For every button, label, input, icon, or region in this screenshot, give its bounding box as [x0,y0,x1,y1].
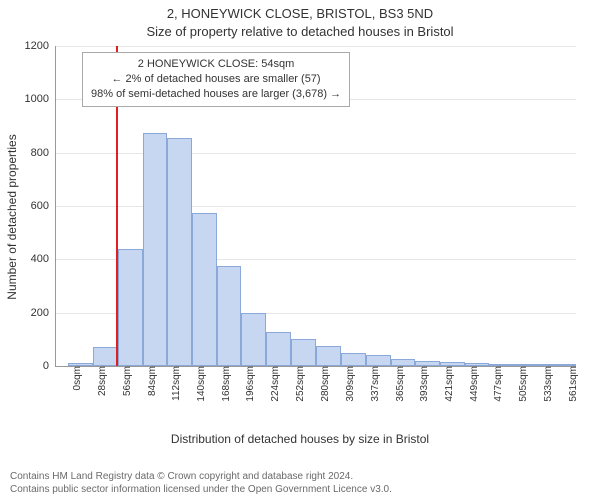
footer-attribution: Contains HM Land Registry data © Crown c… [10,470,392,496]
footer-line-1: Contains HM Land Registry data © Crown c… [10,470,392,483]
histogram-bar [366,355,391,366]
x-tick-label: 28sqm [97,366,108,396]
histogram-bar [341,353,366,366]
histogram-bar [489,364,514,366]
y-tick-label: 800 [0,147,49,159]
histogram-bar [118,249,143,366]
histogram-bar [465,363,490,366]
x-tick-label: 449sqm [469,366,480,402]
histogram-bar [514,364,539,366]
annotation-line-1: 2 HONEYWICK CLOSE: 54sqm [91,57,341,72]
annotation-line-2: ← 2% of detached houses are smaller (57) [91,72,341,87]
annotation-line-3: 98% of semi-detached houses are larger (… [91,87,341,102]
footer-line-2: Contains public sector information licen… [10,483,392,496]
histogram-bar [391,359,416,366]
histogram-bar [192,213,217,366]
y-tick-label: 600 [0,200,49,212]
x-tick-label: 533sqm [543,366,554,402]
x-tick-label: 309sqm [345,366,356,402]
histogram-bar [68,363,93,366]
chart-subtitle: Size of property relative to detached ho… [0,24,600,39]
x-tick-label: 477sqm [493,366,504,402]
x-tick-label: 0sqm [72,366,83,390]
x-tick-label: 421sqm [444,366,455,402]
x-tick-label: 280sqm [320,366,331,402]
x-tick-label: 365sqm [395,366,406,402]
histogram-bar [316,346,342,366]
x-tick-label: 561sqm [568,366,579,402]
x-tick-label: 393sqm [419,366,430,402]
y-tick-label: 200 [0,307,49,319]
annotation-box: 2 HONEYWICK CLOSE: 54sqm ← 2% of detache… [82,52,350,107]
y-tick-label: 400 [0,253,49,265]
x-axis-label: Distribution of detached houses by size … [0,432,600,446]
y-tick-label: 0 [0,360,49,372]
x-tick-label: 112sqm [171,366,182,401]
y-tick-label: 1000 [0,93,49,105]
page: 2, HONEYWICK CLOSE, BRISTOL, BS3 5ND Siz… [0,0,600,500]
histogram-bar [167,138,192,366]
x-tick-label: 505sqm [518,366,529,402]
histogram-bar [564,364,576,366]
x-tick-label: 224sqm [270,366,281,402]
histogram-bar [241,313,266,366]
y-tick-label: 1200 [0,40,49,52]
histogram-bar [539,364,564,366]
x-tick-label: 56sqm [122,366,133,396]
histogram-bar [266,332,291,366]
histogram-bar [440,362,465,366]
x-tick-label: 140sqm [196,366,207,402]
histogram-bar [217,266,242,366]
histogram-bar [93,347,118,366]
chart-title: 2, HONEYWICK CLOSE, BRISTOL, BS3 5ND [0,6,600,21]
x-tick-label: 84sqm [147,366,158,396]
x-tick-label: 252sqm [295,366,306,402]
x-tick-label: 196sqm [245,366,256,402]
histogram-bar [415,361,440,366]
histogram-bar [291,339,316,366]
histogram-bar [143,133,168,366]
x-tick-label: 168sqm [221,366,232,402]
y-axis-label-wrap: Number of detached properties [0,0,20,390]
x-tick-label: 337sqm [370,366,381,402]
